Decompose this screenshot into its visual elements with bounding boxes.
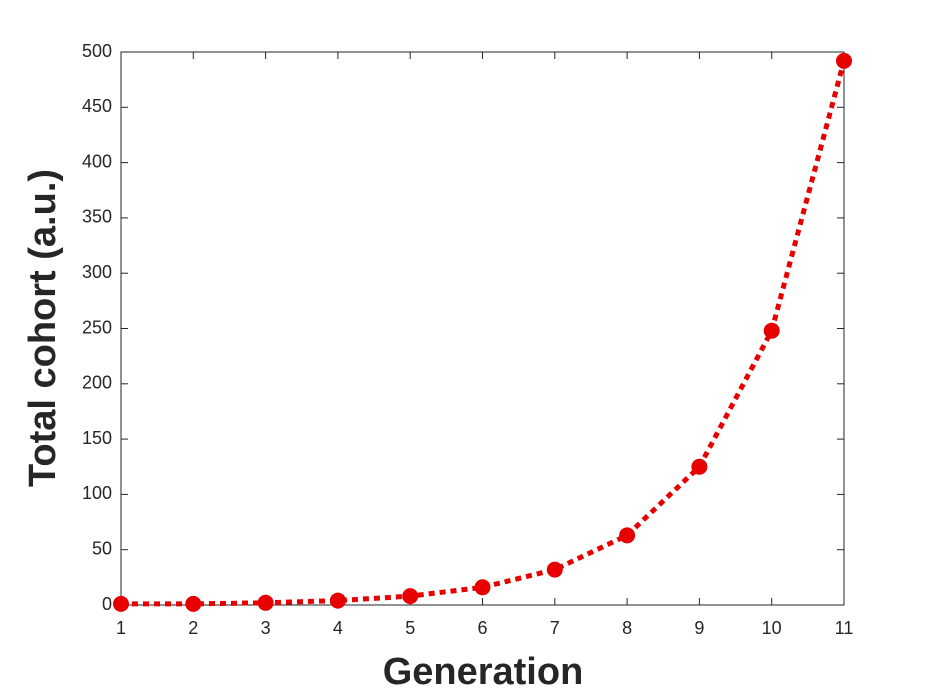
- data-point: [329, 592, 346, 609]
- x-axis-label: Generation: [383, 651, 584, 693]
- y-tick-label: 500: [82, 41, 112, 61]
- y-tick-label: 50: [92, 538, 112, 558]
- x-tick-label: 3: [261, 618, 271, 638]
- y-tick-label: 350: [82, 207, 112, 227]
- plot-area: [120, 51, 845, 606]
- x-tick-label: 7: [550, 618, 560, 638]
- x-tick-label: 1: [116, 618, 126, 638]
- x-tick-label: 5: [405, 618, 415, 638]
- y-tick-label: 0: [102, 594, 112, 614]
- x-tick-label: 11: [835, 618, 854, 638]
- y-tick-label: 300: [82, 262, 112, 282]
- y-axis-label: Total cohort (a.u.): [22, 169, 64, 487]
- x-tick-label: 6: [477, 618, 487, 638]
- data-point: [185, 595, 202, 612]
- data-point: [836, 52, 852, 69]
- data-point: [402, 588, 419, 605]
- x-tick-label: 8: [622, 618, 632, 638]
- y-tick-label: 400: [82, 151, 112, 171]
- data-point: [546, 561, 563, 578]
- x-tick-label: 2: [188, 618, 198, 638]
- data-point: [691, 458, 708, 475]
- x-tick-label: 10: [762, 618, 782, 638]
- data-point: [474, 579, 491, 596]
- x-tick-label: 9: [694, 618, 704, 638]
- data-point: [257, 594, 274, 611]
- y-tick-label: 200: [82, 373, 112, 393]
- data-point: [619, 527, 636, 544]
- y-tick-label: 450: [82, 96, 112, 116]
- x-tick-label: 4: [333, 618, 343, 638]
- y-tick-label: 100: [82, 483, 112, 503]
- data-point: [113, 595, 129, 612]
- data-point: [763, 322, 780, 339]
- y-tick-label: 250: [82, 317, 112, 337]
- y-tick-label: 150: [82, 428, 112, 448]
